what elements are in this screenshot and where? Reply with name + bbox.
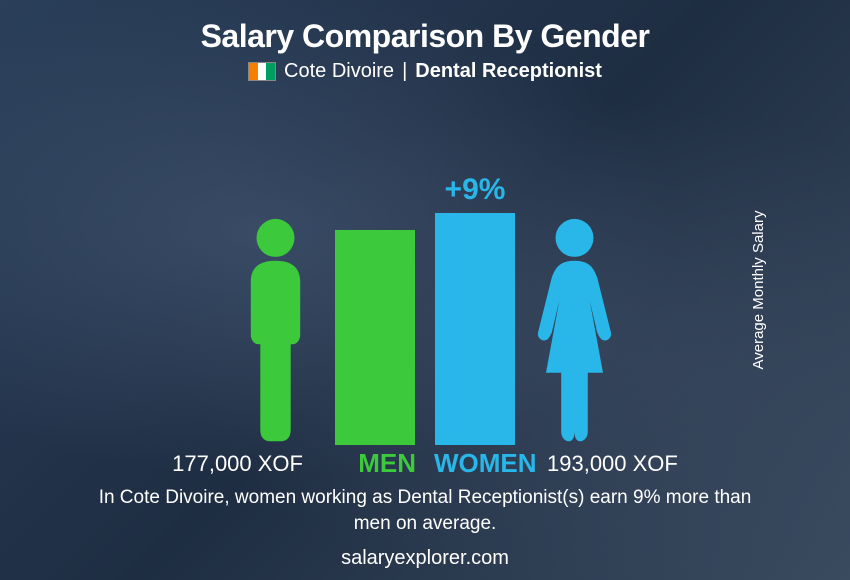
men-salary: 177,000 XOF xyxy=(123,451,303,477)
chart-area: +9% xyxy=(0,105,850,445)
country-flag-icon xyxy=(248,62,276,81)
description-text: In Cote Divoire, women working as Dental… xyxy=(0,485,850,536)
flag-stripe-3 xyxy=(266,63,275,80)
subtitle-row: Cote Divoire | Dental Receptionist xyxy=(0,60,850,83)
y-axis-label: Average Monthly Salary xyxy=(750,211,767,370)
separator: | xyxy=(402,60,407,83)
women-group: +9% xyxy=(435,173,622,445)
men-group xyxy=(228,215,415,445)
flag-stripe-2 xyxy=(258,63,267,80)
man-icon xyxy=(228,215,323,445)
country-name: Cote Divoire xyxy=(284,60,394,83)
pct-difference-label: +9% xyxy=(445,173,506,207)
footer-source: salaryexplorer.com xyxy=(0,547,850,570)
men-bar xyxy=(335,230,415,445)
men-label: MEN xyxy=(321,448,416,479)
women-bar xyxy=(435,213,515,445)
women-label: WOMEN xyxy=(434,448,529,479)
woman-icon xyxy=(527,215,622,445)
labels-row: 177,000 XOF MEN WOMEN 193,000 XOF xyxy=(0,448,850,479)
infographic-container: Salary Comparison By Gender Cote Divoire… xyxy=(0,0,850,580)
women-salary: 193,000 XOF xyxy=(547,451,727,477)
job-title: Dental Receptionist xyxy=(415,60,602,83)
main-title: Salary Comparison By Gender xyxy=(0,18,850,55)
men-bar-wrapper xyxy=(335,230,415,445)
women-bar-wrapper: +9% xyxy=(435,173,515,445)
flag-stripe-1 xyxy=(249,63,258,80)
